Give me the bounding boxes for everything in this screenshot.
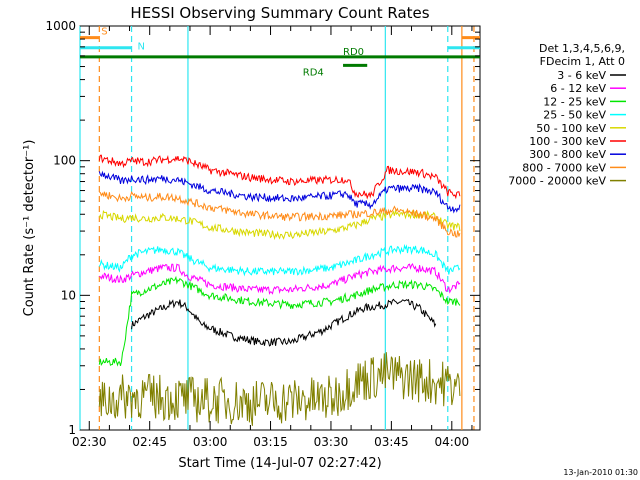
plot-area: S N RD0 RD4 1 10 100 1000 02:30 02:45 03:00 03:15 0… — [45, 19, 481, 449]
legend-header-line-1: Det 1,3,4,5,6,9, — [539, 42, 625, 55]
series-line-0 — [131, 298, 437, 347]
series-line-2 — [98, 275, 461, 367]
y-axis-label: Count Rate (s⁻¹ detector⁻¹) — [22, 140, 37, 317]
chart-title: HESSI Observing Summary Count Rates — [130, 4, 429, 22]
legend-label-8: 7000 - 20000 keV — [508, 175, 606, 188]
series-line-7 — [99, 190, 461, 238]
legend-label-3: 25 - 50 keV — [543, 109, 606, 122]
y-tick-label-2: 100 — [53, 154, 76, 168]
x-tick-label-4: 03:30 — [314, 435, 349, 449]
series-line-8 — [98, 352, 461, 426]
series-line-5 — [98, 154, 461, 200]
flag-label-rd0: RD0 — [343, 47, 364, 58]
legend-label-7: 800 - 7000 keV — [522, 161, 606, 174]
flag-label-s: S — [101, 27, 107, 38]
x-tick-label-5: 03:45 — [374, 435, 409, 449]
series-line-1 — [99, 263, 461, 295]
series-line-6 — [98, 170, 461, 214]
x-tick-label-1: 02:45 — [132, 435, 167, 449]
x-tick-label-2: 03:00 — [193, 435, 228, 449]
y-tick-label-3: 1000 — [45, 19, 76, 33]
flag-label-rd4: RD4 — [303, 67, 324, 78]
x-tick-label-3: 03:15 — [253, 435, 288, 449]
legend-label-0: 3 - 6 keV — [557, 69, 606, 82]
flag-label-n: N — [138, 42, 145, 53]
legend-label-6: 300 - 800 keV — [529, 148, 606, 161]
series-line-3 — [98, 243, 461, 277]
footer-date: 13-Jan-2010 01:30 — [563, 468, 638, 477]
legend-header-line-2: FDecim 1, Att 0 — [540, 55, 625, 68]
y-tick-label-1: 10 — [61, 288, 76, 302]
legend-label-4: 50 - 100 keV — [536, 122, 606, 135]
x-tick-label-0: 02:30 — [72, 435, 107, 449]
legend-label-2: 12 - 25 keV — [543, 95, 606, 108]
y-tick-label-0: 1 — [68, 423, 76, 437]
legend-label-1: 6 - 12 keV — [550, 82, 606, 95]
series-line-4 — [98, 208, 461, 241]
x-tick-label-6: 04:00 — [435, 435, 470, 449]
legend-label-5: 100 - 300 keV — [529, 135, 606, 148]
legend: Det 1,3,4,5,6,9, FDecim 1, Att 0 3 - 6 k… — [508, 42, 626, 188]
x-axis-label: Start Time (14-Jul-07 02:27:42) — [178, 456, 381, 471]
